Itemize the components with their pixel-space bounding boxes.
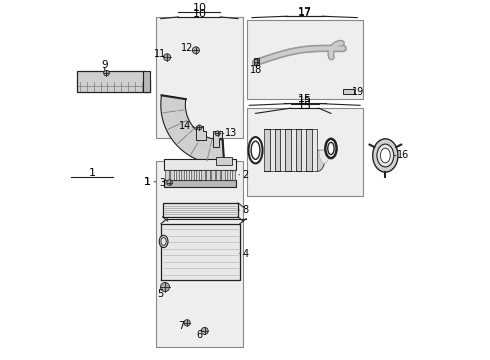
Polygon shape	[254, 58, 259, 65]
Text: 1: 1	[144, 177, 151, 187]
Ellipse shape	[373, 139, 398, 172]
Circle shape	[201, 327, 208, 334]
Polygon shape	[206, 170, 210, 180]
Text: 11: 11	[154, 49, 166, 59]
Text: 12: 12	[181, 43, 193, 53]
Text: 2: 2	[243, 170, 249, 180]
Text: 17: 17	[297, 8, 312, 18]
Text: 1: 1	[89, 168, 96, 178]
Text: 1: 1	[144, 177, 151, 187]
Circle shape	[167, 180, 172, 185]
Bar	[155, 161, 243, 347]
Polygon shape	[343, 89, 354, 94]
Polygon shape	[181, 170, 184, 180]
Circle shape	[164, 54, 171, 61]
Polygon shape	[217, 170, 220, 180]
Polygon shape	[285, 129, 291, 171]
Ellipse shape	[248, 137, 263, 163]
Text: 18: 18	[250, 64, 262, 75]
Polygon shape	[165, 170, 169, 180]
Text: 16: 16	[397, 150, 409, 161]
Polygon shape	[186, 170, 189, 180]
Polygon shape	[294, 150, 304, 163]
Circle shape	[184, 320, 190, 326]
Polygon shape	[171, 170, 174, 180]
Polygon shape	[306, 150, 317, 163]
Polygon shape	[214, 131, 222, 147]
Polygon shape	[291, 129, 296, 171]
Text: 5: 5	[157, 289, 163, 299]
Polygon shape	[221, 170, 225, 180]
Text: 17: 17	[297, 6, 312, 17]
Polygon shape	[164, 159, 236, 170]
Circle shape	[103, 70, 109, 76]
Text: 7: 7	[178, 321, 184, 330]
Polygon shape	[76, 71, 150, 93]
Text: 9: 9	[101, 60, 108, 70]
Polygon shape	[161, 224, 240, 280]
Polygon shape	[301, 129, 306, 171]
Polygon shape	[216, 157, 232, 165]
Text: 4: 4	[243, 249, 249, 259]
Ellipse shape	[161, 238, 166, 245]
Text: 10: 10	[193, 9, 206, 19]
Polygon shape	[196, 126, 206, 140]
Text: 15: 15	[297, 94, 312, 104]
Polygon shape	[163, 203, 238, 217]
Text: 19: 19	[352, 87, 365, 97]
Polygon shape	[296, 129, 301, 171]
Polygon shape	[319, 150, 330, 163]
Text: 8: 8	[243, 205, 249, 215]
Circle shape	[160, 283, 170, 292]
Polygon shape	[312, 129, 317, 171]
Polygon shape	[196, 170, 199, 180]
Polygon shape	[271, 150, 289, 171]
Bar	[247, 108, 363, 196]
Ellipse shape	[251, 141, 260, 159]
Text: 10: 10	[193, 3, 206, 13]
Polygon shape	[297, 150, 314, 171]
Text: 15: 15	[297, 96, 312, 106]
Bar	[247, 21, 363, 99]
Circle shape	[197, 125, 202, 130]
Polygon shape	[306, 129, 312, 171]
Polygon shape	[191, 170, 195, 180]
Polygon shape	[270, 129, 275, 171]
Polygon shape	[201, 170, 204, 180]
Polygon shape	[226, 170, 230, 180]
Text: 13: 13	[225, 128, 237, 138]
Ellipse shape	[328, 142, 334, 154]
Polygon shape	[310, 150, 326, 171]
Text: 3: 3	[159, 177, 166, 188]
Polygon shape	[275, 129, 280, 171]
Ellipse shape	[380, 148, 390, 163]
Text: 6: 6	[196, 330, 202, 341]
Polygon shape	[143, 71, 150, 93]
Ellipse shape	[377, 144, 394, 167]
Circle shape	[193, 47, 199, 54]
Polygon shape	[264, 129, 270, 171]
Polygon shape	[280, 129, 285, 171]
Circle shape	[254, 59, 259, 64]
Text: 14: 14	[179, 121, 192, 131]
Bar	[155, 17, 243, 138]
Polygon shape	[281, 150, 292, 163]
Text: 15: 15	[297, 102, 312, 111]
Polygon shape	[284, 150, 301, 171]
Ellipse shape	[159, 235, 168, 248]
Polygon shape	[175, 170, 179, 180]
Polygon shape	[232, 170, 235, 180]
Ellipse shape	[325, 139, 337, 158]
Circle shape	[215, 131, 220, 136]
Polygon shape	[264, 144, 317, 157]
Polygon shape	[164, 180, 236, 187]
Polygon shape	[211, 170, 215, 180]
Polygon shape	[161, 95, 224, 164]
